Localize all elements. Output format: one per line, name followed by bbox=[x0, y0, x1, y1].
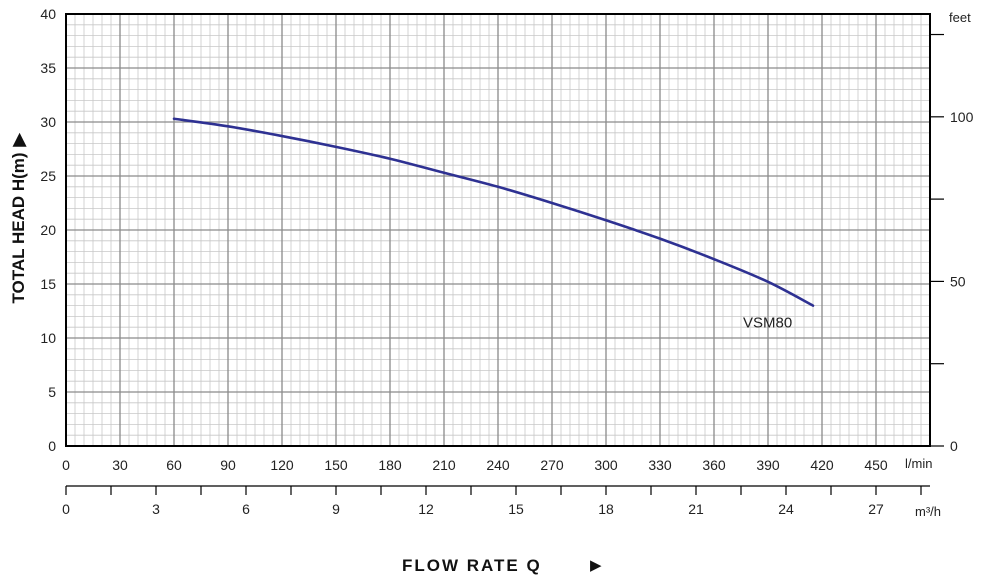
m3h-axis: 0 3 6 9 12 15 18 21 24 27 bbox=[62, 485, 930, 517]
x2-unit-label: m³/h bbox=[915, 504, 941, 519]
x-tick-label: 210 bbox=[432, 457, 456, 473]
x-tick-label: 90 bbox=[220, 457, 236, 473]
m3h-tick-label: 15 bbox=[508, 501, 524, 517]
feet-tick-label: 50 bbox=[950, 273, 966, 289]
m3h-tick-label: 21 bbox=[688, 501, 704, 517]
feet-tick-label: 0 bbox=[950, 438, 958, 454]
x-tick-label: 270 bbox=[540, 457, 564, 473]
y-tick-label: 40 bbox=[40, 6, 56, 22]
y2-unit-label: feet bbox=[949, 10, 971, 25]
x-tick-label: 0 bbox=[62, 457, 70, 473]
x-axis-ticks: 0 30 60 90 120 150 180 210 240 270 300 330 360 390 420… bbox=[62, 457, 888, 473]
m3h-tick-label: 6 bbox=[242, 501, 250, 517]
x-tick-label: 390 bbox=[756, 457, 780, 473]
x-tick-label: 300 bbox=[594, 457, 618, 473]
m3h-tick-label: 24 bbox=[778, 501, 794, 517]
y-tick-label: 35 bbox=[40, 60, 56, 76]
y-tick-label: 0 bbox=[48, 438, 56, 454]
x-tick-label: 420 bbox=[810, 457, 834, 473]
x-axis-arrow-icon: ▶ bbox=[590, 557, 602, 574]
y-tick-label: 10 bbox=[40, 330, 56, 346]
m3h-tick-label: 0 bbox=[62, 501, 70, 517]
series-line-vsm80 bbox=[172, 117, 815, 307]
m3h-tick-label: 27 bbox=[868, 501, 884, 517]
x-tick-label: 30 bbox=[112, 457, 128, 473]
y-tick-label: 5 bbox=[48, 384, 56, 400]
y-tick-label: 30 bbox=[40, 114, 56, 130]
feet-tick-label: 100 bbox=[950, 109, 974, 125]
m3h-tick-label: 12 bbox=[418, 501, 434, 517]
m3h-tick-label: 18 bbox=[598, 501, 614, 517]
m3h-tick-label: 9 bbox=[332, 501, 340, 517]
x-tick-label: 330 bbox=[648, 457, 672, 473]
x-tick-label: 360 bbox=[702, 457, 726, 473]
series-layer: VSM80 bbox=[172, 117, 815, 332]
plot-frame bbox=[65, 13, 931, 447]
x-tick-label: 180 bbox=[378, 457, 402, 473]
y-axis-ticks: 0 5 10 15 20 25 30 35 40 bbox=[40, 6, 56, 454]
x-unit-label: l/min bbox=[905, 456, 932, 471]
series-label: VSM80 bbox=[743, 315, 792, 332]
x-tick-label: 450 bbox=[864, 457, 888, 473]
x-tick-label: 240 bbox=[486, 457, 510, 473]
y-axis-title-text: TOTAL HEAD H(m) bbox=[9, 152, 28, 303]
y-tick-label: 25 bbox=[40, 168, 56, 184]
feet-axis-ticks: 0 50 100 bbox=[930, 33, 974, 454]
y-tick-label: 20 bbox=[40, 222, 56, 238]
x-axis-title: FLOW RATE Q bbox=[402, 556, 542, 575]
m3h-tick-label: 3 bbox=[152, 501, 160, 517]
y-tick-label: 15 bbox=[40, 276, 56, 292]
y-axis-title: TOTAL HEAD H(m) ▶ bbox=[9, 133, 28, 304]
y-axis-arrow-icon: ▶ bbox=[9, 133, 28, 148]
x-tick-label: 150 bbox=[324, 457, 348, 473]
x-tick-label: 120 bbox=[270, 457, 294, 473]
x-tick-label: 60 bbox=[166, 457, 182, 473]
